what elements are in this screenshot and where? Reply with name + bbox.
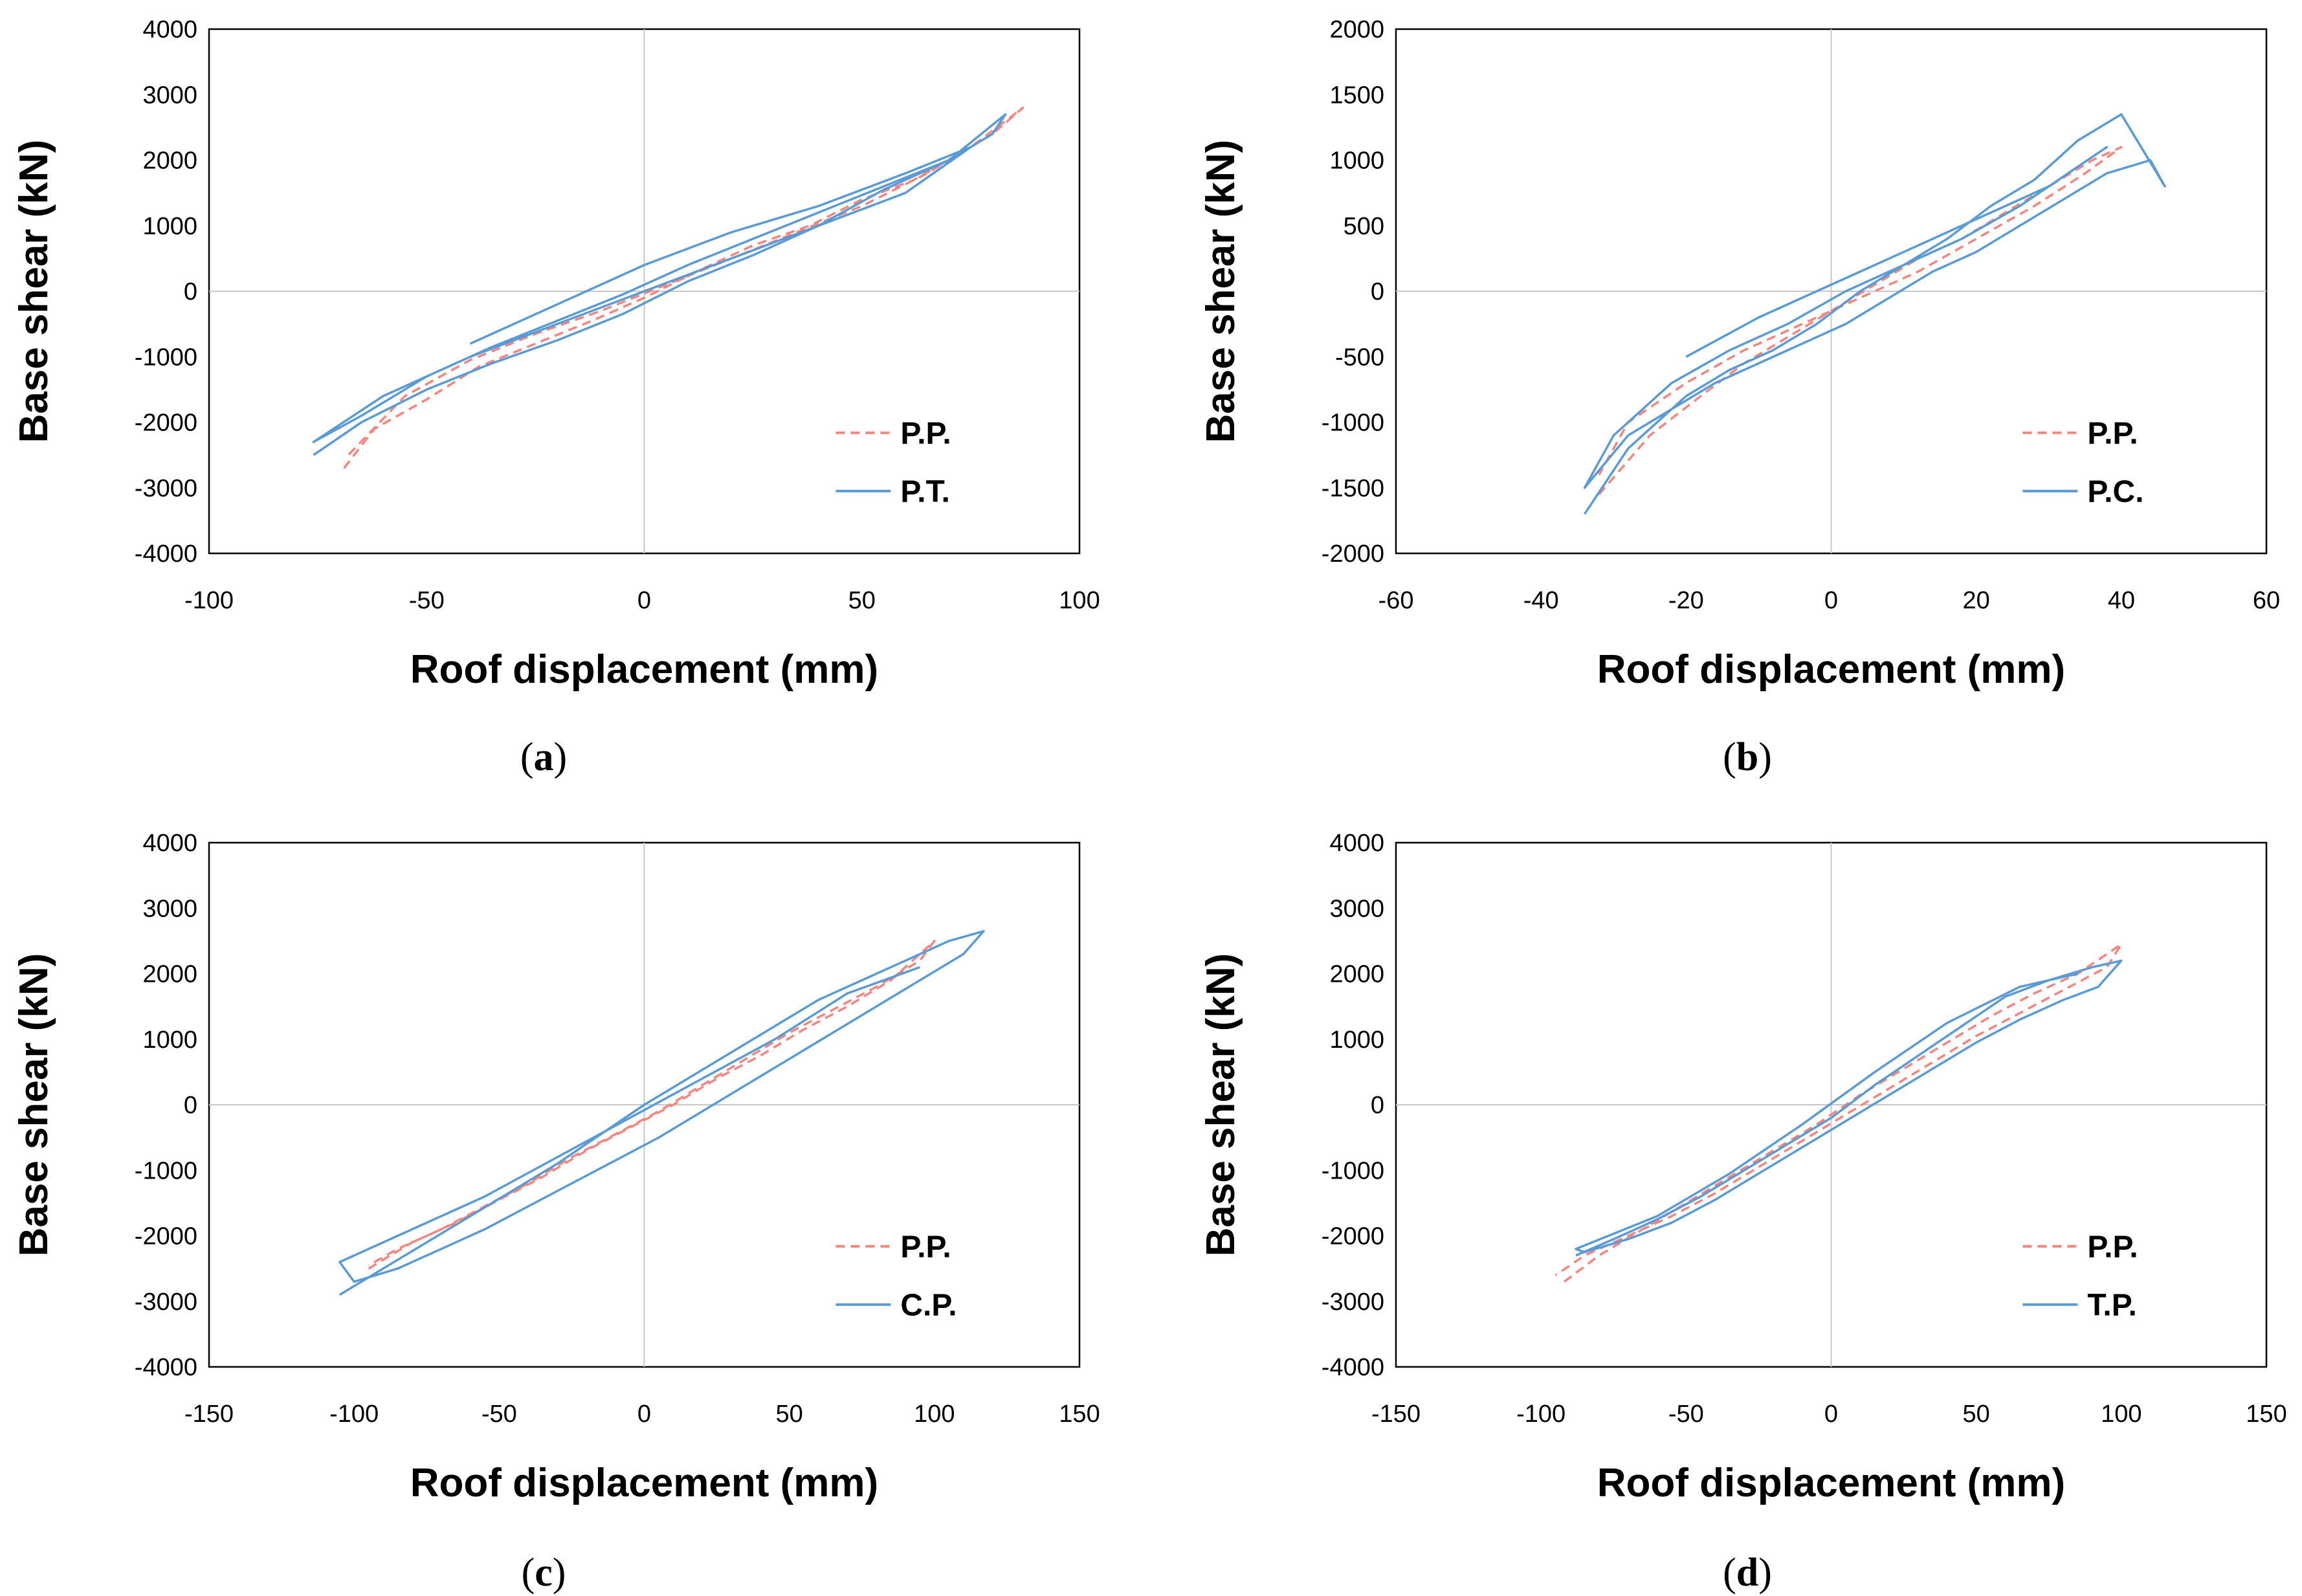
x-tick-label: -40 [1523,587,1559,614]
y-tick-label: 1000 [1329,1026,1384,1054]
y-tick-label: 3000 [1329,895,1384,922]
y-tick-label: 1000 [1329,148,1384,175]
x-tick-label: 40 [2108,587,2135,614]
series-line-pc [1583,113,2166,515]
x-tick-label: 100 [2101,1401,2142,1428]
series-line-pt [312,113,1007,456]
legend-label: P.P. [900,1230,951,1265]
y-tick-label: -4000 [1322,1354,1384,1381]
x-tick-label: 0 [1824,1401,1838,1428]
legend-label: P.T. [900,475,950,509]
series-line-pp [368,940,936,1270]
y-tick-label: -2000 [1322,1223,1384,1250]
y-tick-label: -500 [1335,344,1384,371]
y-axis-title: Base shear (kN) [12,140,56,443]
legend-label: P.C. [2087,475,2143,509]
series-group [338,929,985,1296]
x-tick-label: 0 [1824,587,1838,614]
y-tick-label: 0 [1371,1092,1384,1119]
x-tick-label: 50 [776,1401,803,1428]
y-tick-label: 3000 [142,895,197,922]
x-tick-label: 0 [637,587,651,614]
y-tick-label: 1000 [142,213,197,240]
y-tick-label: 3000 [142,82,197,109]
y-tick-label: -1000 [1322,1157,1384,1184]
x-tick-label: 50 [1963,1401,1990,1428]
panel-b: -60 -40 -20 0 20 40 60 2000 1500 1000 500 0 -500 -100… [1199,16,2280,779]
y-tick-label: -1000 [135,1157,197,1184]
x-tick-label: -50 [481,1401,517,1428]
legend-label: P.P. [2087,417,2138,451]
y-tick-label: 500 [1344,213,1384,240]
x-tick-label: -50 [1668,1401,1704,1428]
legend-label: P.P. [2087,1230,2138,1265]
legend-label: P.P. [900,417,951,451]
x-tick-label: 100 [914,1401,955,1428]
x-tick-label: -100 [1516,1401,1566,1428]
y-tick-label: 0 [184,1092,197,1119]
y-tick-label: 0 [184,278,197,305]
panel-caption: (a) [520,735,567,779]
y-tick-label: 2000 [1329,961,1384,988]
series-line-pp [1598,146,2123,496]
y-tick-label: -2000 [1322,540,1384,568]
y-tick-label: -1000 [135,344,197,371]
panel-caption: (d) [1723,1551,1772,1595]
y-axis-title: Base shear (kN) [1199,953,1243,1257]
series-line-pp [1555,943,2123,1283]
y-tick-label: -2000 [135,410,197,437]
series-line-tp [1575,959,2123,1257]
x-tick-label: -100 [184,587,234,614]
panel-d: -150 -100 -50 0 50 100 150 4000 3000 2000 1000 0 -10… [1199,830,2287,1595]
x-tick-label: -150 [1371,1401,1421,1428]
y-tick-label: -3000 [1322,1289,1384,1316]
y-axis-title: Base shear (kN) [1199,140,1243,443]
y-tick-label: 2000 [1329,16,1384,43]
y-tick-label: 4000 [142,830,197,857]
y-tick-label: -4000 [135,540,197,568]
y-tick-label: 2000 [142,148,197,175]
x-axis-title: Roof displacement (mm) [1597,647,2065,692]
y-axis-title: Base shear (kN) [12,953,56,1257]
x-tick-label: 150 [2246,1401,2286,1428]
legend-label: C.P. [900,1289,957,1323]
x-tick-label: 100 [1059,587,1100,614]
x-tick-label: -50 [409,587,445,614]
y-tick-label: 1500 [1329,82,1384,109]
x-axis-title: Roof displacement (mm) [1597,1461,2065,1505]
series-group [1583,113,2166,515]
x-tick-label: 20 [1963,587,1990,614]
x-tick-label: 150 [1059,1401,1100,1428]
y-tick-label: -4000 [135,1354,197,1381]
legend-label: T.P. [2087,1289,2137,1323]
y-tick-label: 2000 [142,961,197,988]
series-group [1555,943,2123,1283]
y-tick-label: -2000 [135,1223,197,1250]
x-tick-label: -60 [1378,587,1414,614]
y-tick-label: 4000 [142,16,197,43]
x-tick-label: -20 [1668,587,1704,614]
panel-a: -100 -50 0 50 100 4000 3000 2000 1000 0 -1000 -2000… [12,16,1100,779]
x-axis-title: Roof displacement (mm) [410,1461,878,1505]
x-tick-label: -150 [184,1401,234,1428]
x-tick-label: 0 [637,1401,651,1428]
y-tick-label: -1000 [1322,410,1384,437]
y-tick-label: 4000 [1329,830,1384,857]
panel-c: -150 -100 -50 0 50 100 150 4000 3000 2000 1000 0 -10… [12,830,1100,1595]
panel-caption: (b) [1723,735,1772,779]
y-tick-label: -3000 [135,475,197,502]
panel-caption: (c) [522,1551,566,1595]
x-tick-label: 50 [848,587,876,614]
y-tick-label: -3000 [135,1289,197,1316]
x-axis-title: Roof displacement (mm) [410,647,878,692]
y-tick-label: -1500 [1322,475,1384,502]
panels: -100 -50 0 50 10040003000200010000-1000-2000… [12,16,2287,1595]
series-group [312,106,1024,469]
y-tick-label: 0 [1371,278,1384,305]
x-tick-label: -100 [329,1401,379,1428]
series-line-cp [338,929,985,1296]
y-tick-label: 1000 [142,1026,197,1054]
x-tick-label: 60 [2253,587,2280,614]
